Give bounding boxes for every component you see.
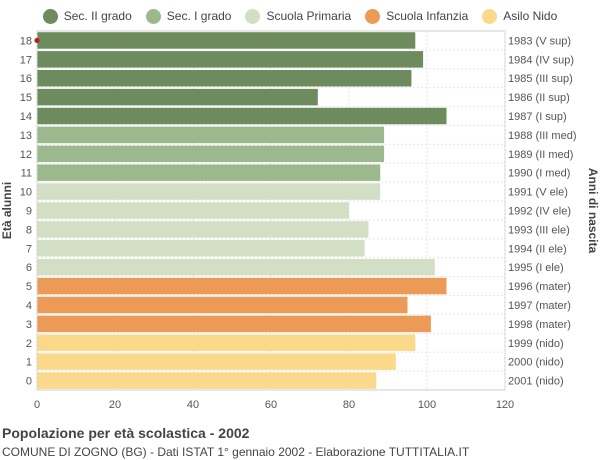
age-tick-label: 2 xyxy=(26,338,32,350)
legend-item: Asilo Nido xyxy=(482,8,558,24)
bar xyxy=(37,372,377,389)
age-tick-label: 13 xyxy=(20,130,32,142)
bar xyxy=(37,145,385,163)
birth-year-label: 1983 (V sup) xyxy=(508,35,571,47)
age-tick-label: 4 xyxy=(26,300,32,312)
legend-swatch xyxy=(365,8,381,24)
bar xyxy=(37,315,431,333)
x-tick-label: 100 xyxy=(418,399,436,411)
age-tick-label: 14 xyxy=(20,111,32,123)
birth-year-label: 1993 (III ele) xyxy=(508,224,570,236)
bar xyxy=(37,202,349,219)
birth-year-label: 1986 (II sup) xyxy=(508,92,570,104)
bar xyxy=(37,164,381,181)
birth-year-label: 1999 (nido) xyxy=(508,338,564,350)
birth-year-label: 1998 (mater) xyxy=(508,319,571,331)
birth-year-label: 2000 (nido) xyxy=(508,357,564,369)
birth-year-label: 1990 (I med) xyxy=(508,168,570,180)
age-tick-label: 16 xyxy=(20,73,32,85)
bar xyxy=(37,221,369,238)
birth-year-label: 1995 (I ele) xyxy=(508,262,564,274)
x-tick-label: 40 xyxy=(187,399,199,411)
bar xyxy=(37,258,435,276)
birth-year-label: 1994 (II ele) xyxy=(508,243,567,255)
age-tick-label: 0 xyxy=(26,376,32,388)
age-tick-label: 6 xyxy=(26,262,32,274)
legend-item: Sec. II grado xyxy=(42,8,132,24)
birth-year-label: 1985 (III sup) xyxy=(508,73,573,85)
bar xyxy=(37,353,396,370)
bar xyxy=(37,183,381,200)
age-tick-label: 1 xyxy=(26,357,32,369)
age-tick-label: 10 xyxy=(20,187,32,199)
bar xyxy=(37,240,365,257)
legend-item: Sec. I grado xyxy=(145,8,232,24)
age-tick-label: 12 xyxy=(20,149,32,161)
age-tick-label: 7 xyxy=(26,243,32,255)
bar xyxy=(37,296,408,314)
chart-subtitle: COMUNE DI ZOGNO (BG) - Dati ISTAT 1° gen… xyxy=(2,445,470,459)
marker-dot xyxy=(34,37,40,44)
age-tick-label: 11 xyxy=(21,168,32,180)
birth-year-label: 2001 (nido) xyxy=(508,376,564,388)
chart-title: Popolazione per età scolastica - 2002 xyxy=(2,425,250,441)
age-tick-label: 18 xyxy=(20,35,32,47)
age-tick-label: 3 xyxy=(26,319,32,331)
legend-item: Scuola Infanzia xyxy=(365,8,469,24)
bar xyxy=(37,107,447,125)
legend-label: Scuola Primaria xyxy=(266,9,352,23)
age-tick-label: 9 xyxy=(26,206,32,218)
age-tick-label: 15 xyxy=(20,92,32,104)
birth-year-label: 1984 (IV sup) xyxy=(508,54,574,66)
x-tick-label: 0 xyxy=(34,399,40,411)
x-tick-label: 60 xyxy=(265,399,277,411)
age-tick-label: 5 xyxy=(26,281,32,293)
bar xyxy=(37,51,424,68)
bar xyxy=(37,32,416,49)
age-tick-label: 8 xyxy=(26,224,32,236)
birth-year-label: 1997 (mater) xyxy=(508,300,571,312)
bar xyxy=(37,88,318,106)
legend-item: Scuola Primaria xyxy=(245,8,352,24)
legend-label: Asilo Nido xyxy=(503,9,558,23)
legend-swatch xyxy=(482,8,498,24)
bar xyxy=(37,334,416,352)
birth-year-label: 1989 (II med) xyxy=(508,149,573,161)
x-tick-label: 20 xyxy=(109,399,121,411)
chart-legend: Sec. II grado Sec. I grado Scuola Primaria… xyxy=(0,6,600,26)
x-tick-label: 120 xyxy=(496,399,514,411)
legend-label: Scuola Infanzia xyxy=(386,9,469,23)
y-axis-title-right: Anni di nascita xyxy=(586,168,600,254)
birth-year-label: 1996 (mater) xyxy=(508,281,571,293)
legend-swatch xyxy=(42,8,58,24)
birth-year-label: 1991 (V ele) xyxy=(508,187,568,199)
birth-year-label: 1988 (III med) xyxy=(508,130,576,142)
legend-label: Sec. I grado xyxy=(166,9,232,23)
x-tick-label: 80 xyxy=(343,399,355,411)
birth-year-label: 1987 (I sup) xyxy=(508,111,567,123)
age-tick-label: 17 xyxy=(20,54,32,66)
birth-year-label: 1992 (IV ele) xyxy=(508,206,571,218)
bar xyxy=(37,277,447,295)
legend-label: Sec. II grado xyxy=(63,9,132,23)
bar xyxy=(37,69,412,87)
legend-swatch xyxy=(145,8,161,24)
bar xyxy=(37,126,385,144)
y-axis-title-left: Età alunni xyxy=(0,182,14,239)
legend-swatch xyxy=(245,8,261,24)
